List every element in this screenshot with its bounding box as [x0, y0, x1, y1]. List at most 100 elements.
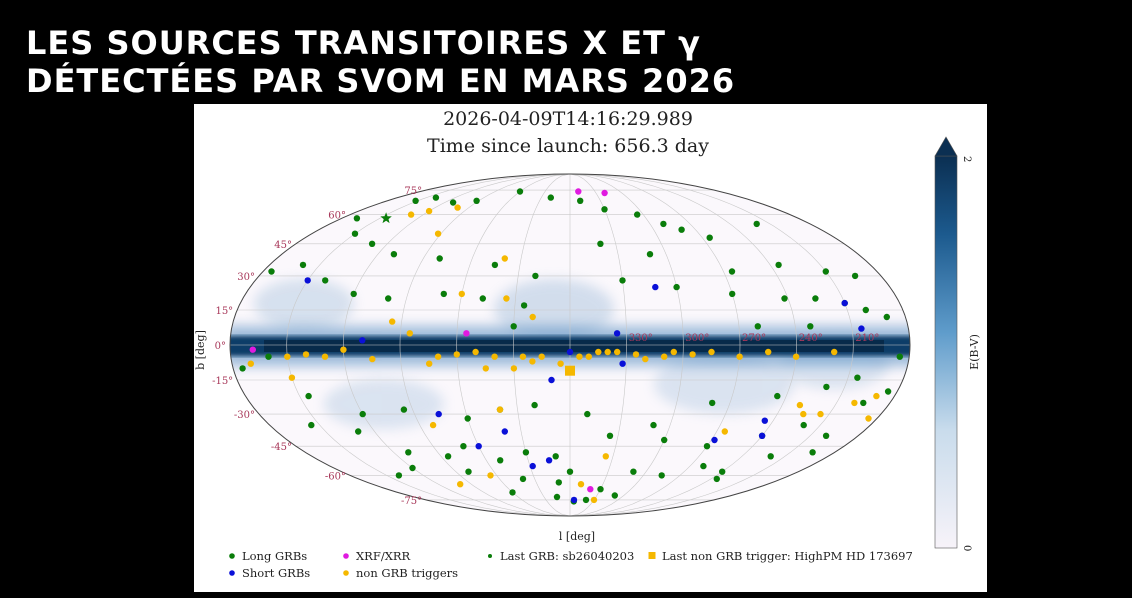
lon-tick-label: 330° — [629, 333, 653, 344]
long-grb-point — [678, 226, 685, 233]
lat-tick-label: 30° — [237, 272, 255, 283]
non-grb-trigger-point — [458, 290, 465, 298]
long-grb-point — [822, 432, 830, 439]
short-grb-point — [711, 436, 718, 444]
non-grb-trigger-point — [454, 204, 461, 211]
non-grb-trigger-point — [708, 348, 715, 356]
non-grb-trigger-point — [689, 351, 696, 358]
long-grb-point — [299, 261, 307, 269]
long-grb-point — [812, 295, 819, 302]
legend: Long GRBs Short GRBs XRF/XRR non GRB trigge… — [229, 549, 913, 580]
long-grb-point — [553, 493, 561, 501]
non-grb-trigger-point — [389, 318, 396, 325]
long-grb-point — [709, 399, 716, 407]
long-grb-point — [491, 261, 499, 269]
non-grb-trigger-point — [503, 295, 510, 302]
non-grb-trigger-point — [796, 401, 804, 409]
long-grb-point — [522, 449, 530, 456]
long-grb-point — [395, 472, 403, 479]
long-grb-point — [650, 421, 657, 429]
non-grb-trigger-point — [510, 365, 518, 372]
long-grb-point — [547, 194, 554, 201]
non-grb-trigger-point — [602, 453, 609, 460]
short-grb-point — [652, 283, 659, 291]
colorbar-tick-2: 2 — [961, 156, 972, 162]
long-grb-point — [412, 197, 419, 204]
non-grb-trigger-point — [369, 355, 376, 363]
non-grb-trigger-point — [472, 348, 479, 356]
y-axis-label: b [deg] — [194, 330, 207, 370]
xrf-point — [249, 346, 256, 353]
long-grb-point — [851, 272, 859, 280]
non-grb-trigger-point — [429, 421, 437, 429]
long-grb-point — [775, 261, 782, 269]
non-grb-trigger-point — [496, 406, 504, 413]
long-grb-point — [582, 496, 590, 504]
long-grb-point — [385, 295, 392, 302]
non-grb-trigger-point — [529, 313, 536, 321]
long-grb-point — [350, 290, 357, 298]
long-grb-point — [673, 283, 680, 291]
long-grb-point — [896, 353, 903, 360]
legend-label: Last non GRB trigger: HighPM HD 173697 — [662, 549, 913, 563]
non-grb-trigger-point — [792, 353, 800, 360]
long-grb-point — [646, 251, 654, 258]
legend-label: Short GRBs — [242, 566, 310, 580]
long-grb-point — [706, 234, 713, 241]
long-grb-point — [409, 464, 416, 472]
long-grb-point — [520, 302, 528, 309]
long-grb-point — [479, 295, 486, 302]
non-grb-trigger-point — [800, 410, 807, 418]
non-grb-trigger-point — [851, 399, 858, 407]
sky-ellipse-border — [229, 173, 911, 517]
short-grb-point — [761, 417, 768, 424]
non-grb-trigger-point — [529, 358, 536, 365]
lon-tick-label: 210° — [855, 333, 879, 344]
long-grb-point — [531, 401, 538, 409]
long-grb-point — [754, 323, 761, 330]
non-grb-trigger-point — [482, 365, 489, 372]
non-grb-trigger-point — [817, 410, 824, 418]
lat-tick-label: -15° — [212, 376, 233, 387]
short-grb-point — [529, 462, 536, 470]
non-grb-trigger-point — [501, 255, 508, 262]
last-non-grb-trigger-square — [565, 365, 575, 376]
lat-tick-label: -45° — [271, 442, 292, 453]
xrf-point — [463, 330, 470, 337]
long-grb-point — [661, 436, 668, 444]
long-grb-point — [308, 421, 315, 429]
colorbar: 2 0 E(B-V) — [934, 136, 981, 551]
long-grb-point — [555, 479, 562, 486]
xrf-point — [601, 189, 608, 197]
non-grb-trigger-point — [288, 374, 296, 381]
short-grb-point — [619, 360, 626, 367]
long-grb-point — [519, 475, 527, 483]
short-grb-point — [475, 443, 482, 450]
sky-map-chart: 2026-04-09T14:16:29.989 Time since launc… — [194, 108, 981, 580]
long-grb-point — [611, 492, 618, 499]
xrf-point — [587, 486, 594, 493]
non-grb-trigger-point — [538, 353, 545, 360]
long-grb-point — [700, 462, 707, 470]
non-grb-trigger-point — [434, 353, 442, 360]
non-grb-trigger-point — [487, 472, 494, 479]
non-grb-trigger-point — [491, 353, 498, 360]
long-grb-point — [862, 306, 869, 314]
lat-tick-label: 60° — [328, 211, 346, 222]
non-grb-trigger-point — [407, 211, 415, 218]
legend-marker — [229, 553, 235, 559]
long-grb-point — [355, 428, 362, 435]
short-grb-point — [613, 330, 621, 337]
headline-line-2: DÉTECTÉES PAR SVOM EN MARS 2026 — [26, 62, 736, 100]
short-grb-point — [545, 457, 553, 464]
legend-marker — [229, 570, 235, 576]
short-grb-point — [435, 410, 442, 418]
non-grb-trigger-point — [426, 360, 433, 367]
lat-tick-label: 45° — [274, 240, 292, 251]
non-grb-trigger-point — [604, 348, 611, 356]
long-grb-point — [800, 421, 807, 429]
non-grb-trigger-point — [585, 353, 592, 360]
long-grb-point — [606, 432, 614, 439]
long-grb-point — [660, 220, 667, 228]
long-grb-point — [436, 255, 443, 262]
